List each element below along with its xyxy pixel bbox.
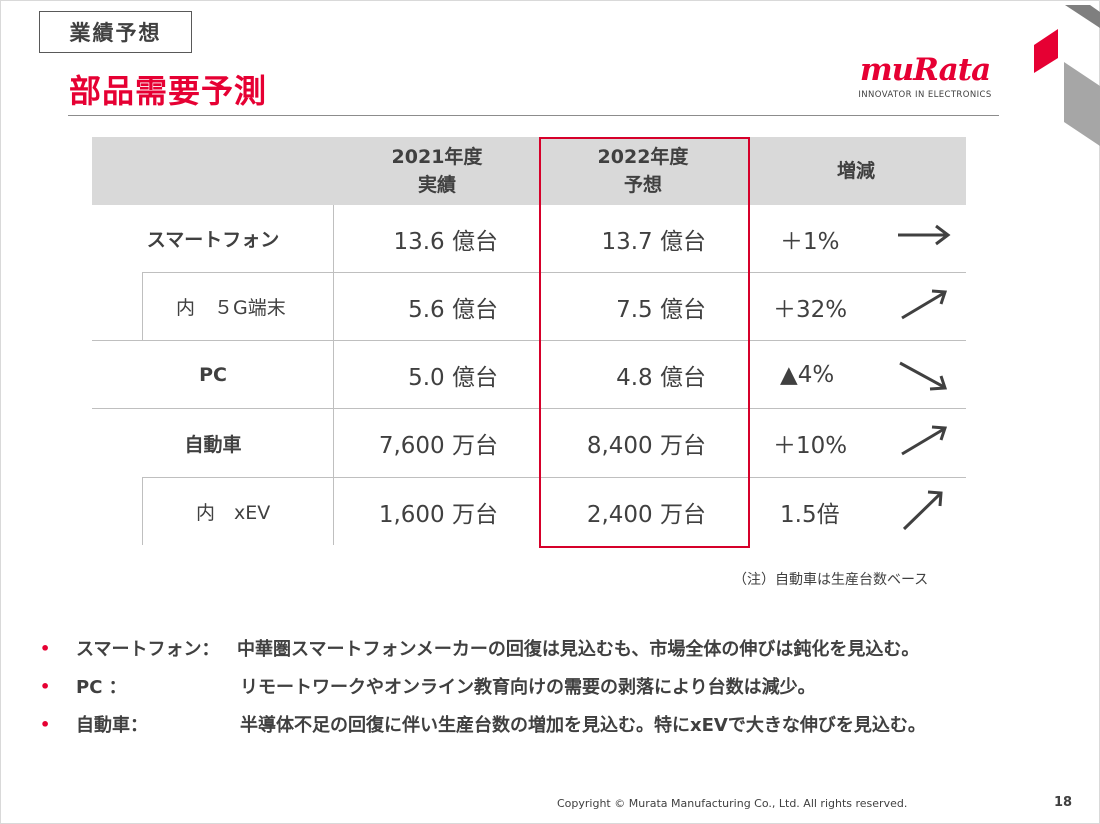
cell-fy2022-smartphone: 13.7 億台 (601, 228, 706, 255)
table-header-bg (92, 137, 966, 205)
col-header-fy2022-year: 2022年度 (597, 146, 689, 168)
col-header-fy2021-sub: 実績 (417, 174, 456, 196)
indent-divider (142, 478, 143, 545)
bullet-item-smartphone: • スマートフォン： 中華圏スマートフォンメーカーの回復は見込むも、市場全体の伸… (40, 632, 1060, 664)
indent-divider (142, 273, 143, 340)
corner-decoration-icon (1034, 5, 1100, 146)
arrow-right-icon (898, 224, 951, 246)
bullet-dot-icon: • (40, 638, 51, 658)
logo-tagline: INNOVATOR IN ELECTRONICS (858, 90, 992, 100)
page-title: 部品需要予測 (69, 72, 268, 110)
col-header-fy2022-sub: 予想 (623, 174, 662, 196)
cell-fy2021-xev: 1,600 万台 (378, 501, 498, 528)
bullet-text: リモートワークやオンライン教育向けの需要の剥落により台数は減少。 (240, 677, 816, 698)
cell-change-smartphone: ＋1% (780, 228, 840, 255)
row-label-pc: PC (199, 363, 227, 386)
arrow-up-right-steep-icon (902, 490, 943, 531)
col-header-fy2021-year: 2021年度 (391, 146, 483, 168)
row-divider (142, 477, 966, 478)
cell-fy2021-smartphone: 13.6 億台 (393, 228, 498, 255)
row-divider (92, 408, 966, 409)
bullet-label: 自動車： (76, 715, 148, 736)
bullet-item-pc: • PC ： リモートワークやオンライン教育向けの需要の剥落により台数は減少。 (40, 670, 1060, 702)
row-label-smartphone: スマートフォン (146, 229, 280, 251)
page-number: 18 (1054, 795, 1073, 810)
cell-fy2021-pc: 5.0 億台 (408, 364, 498, 391)
table-footnote: （注）自動車は生産台数ベース (733, 572, 929, 588)
col-header-change: 増減 (746, 137, 966, 205)
row-label-automotive: 自動車 (184, 433, 242, 456)
section-tag: 業績予想 (39, 11, 192, 53)
bullet-text: 半導体不足の回復に伴い生産台数の増加を見込む。特にxEVで大きな伸びを見込む。 (240, 715, 926, 736)
row-label-5g: 内 ５G端末 (176, 297, 286, 319)
cell-change-pc: ▲4% (780, 361, 835, 388)
cell-change-xev: 1.5倍 (780, 501, 840, 528)
bullet-label: PC ： (76, 677, 127, 698)
title-divider (68, 115, 999, 116)
murata-logo: muRata INNOVATOR IN ELECTRONICS (849, 52, 1001, 104)
cell-fy2021-automotive: 7,600 万台 (378, 433, 498, 459)
bullet-item-automotive: • 自動車： 半導体不足の回復に伴い生産台数の増加を見込む。特にxEVで大きな伸… (40, 708, 1060, 740)
col-header-fy2021: 2021年度 実績 (334, 137, 540, 205)
col-header-change-label: 増減 (836, 160, 875, 182)
cell-change-5g: ＋32% (773, 296, 848, 323)
bullet-text: 中華圏スマートフォンメーカーの回復は見込むも、市場全体の伸びは鈍化を見込む。 (237, 639, 920, 660)
cell-fy2022-xev: 2,400 万台 (586, 501, 706, 528)
cell-change-automotive: ＋10% (773, 433, 848, 459)
arrow-up-right-icon (901, 425, 948, 456)
arrow-down-right-icon (899, 361, 948, 391)
copyright-notice: Copyright © Murata Manufacturing Co., Lt… (557, 797, 908, 810)
fy2022-highlight-frame (539, 137, 750, 548)
bullet-label: スマートフォン： (76, 639, 220, 660)
cell-fy2021-5g: 5.6 億台 (408, 296, 498, 323)
arrow-up-right-icon (901, 289, 948, 320)
col-header-fy2022: 2022年度 予想 (540, 137, 746, 205)
row-label-xev: 内 xEV (196, 502, 271, 524)
row-divider (142, 272, 966, 273)
logo-wordmark: muRata (859, 52, 991, 88)
cell-fy2022-automotive: 8,400 万台 (586, 433, 706, 459)
column-divider (333, 205, 334, 545)
bullet-dot-icon: • (40, 714, 51, 734)
cell-fy2022-5g: 7.5 億台 (616, 296, 706, 323)
row-divider (92, 340, 966, 341)
cell-fy2022-pc: 4.8 億台 (616, 364, 706, 391)
bullet-dot-icon: • (40, 676, 51, 696)
